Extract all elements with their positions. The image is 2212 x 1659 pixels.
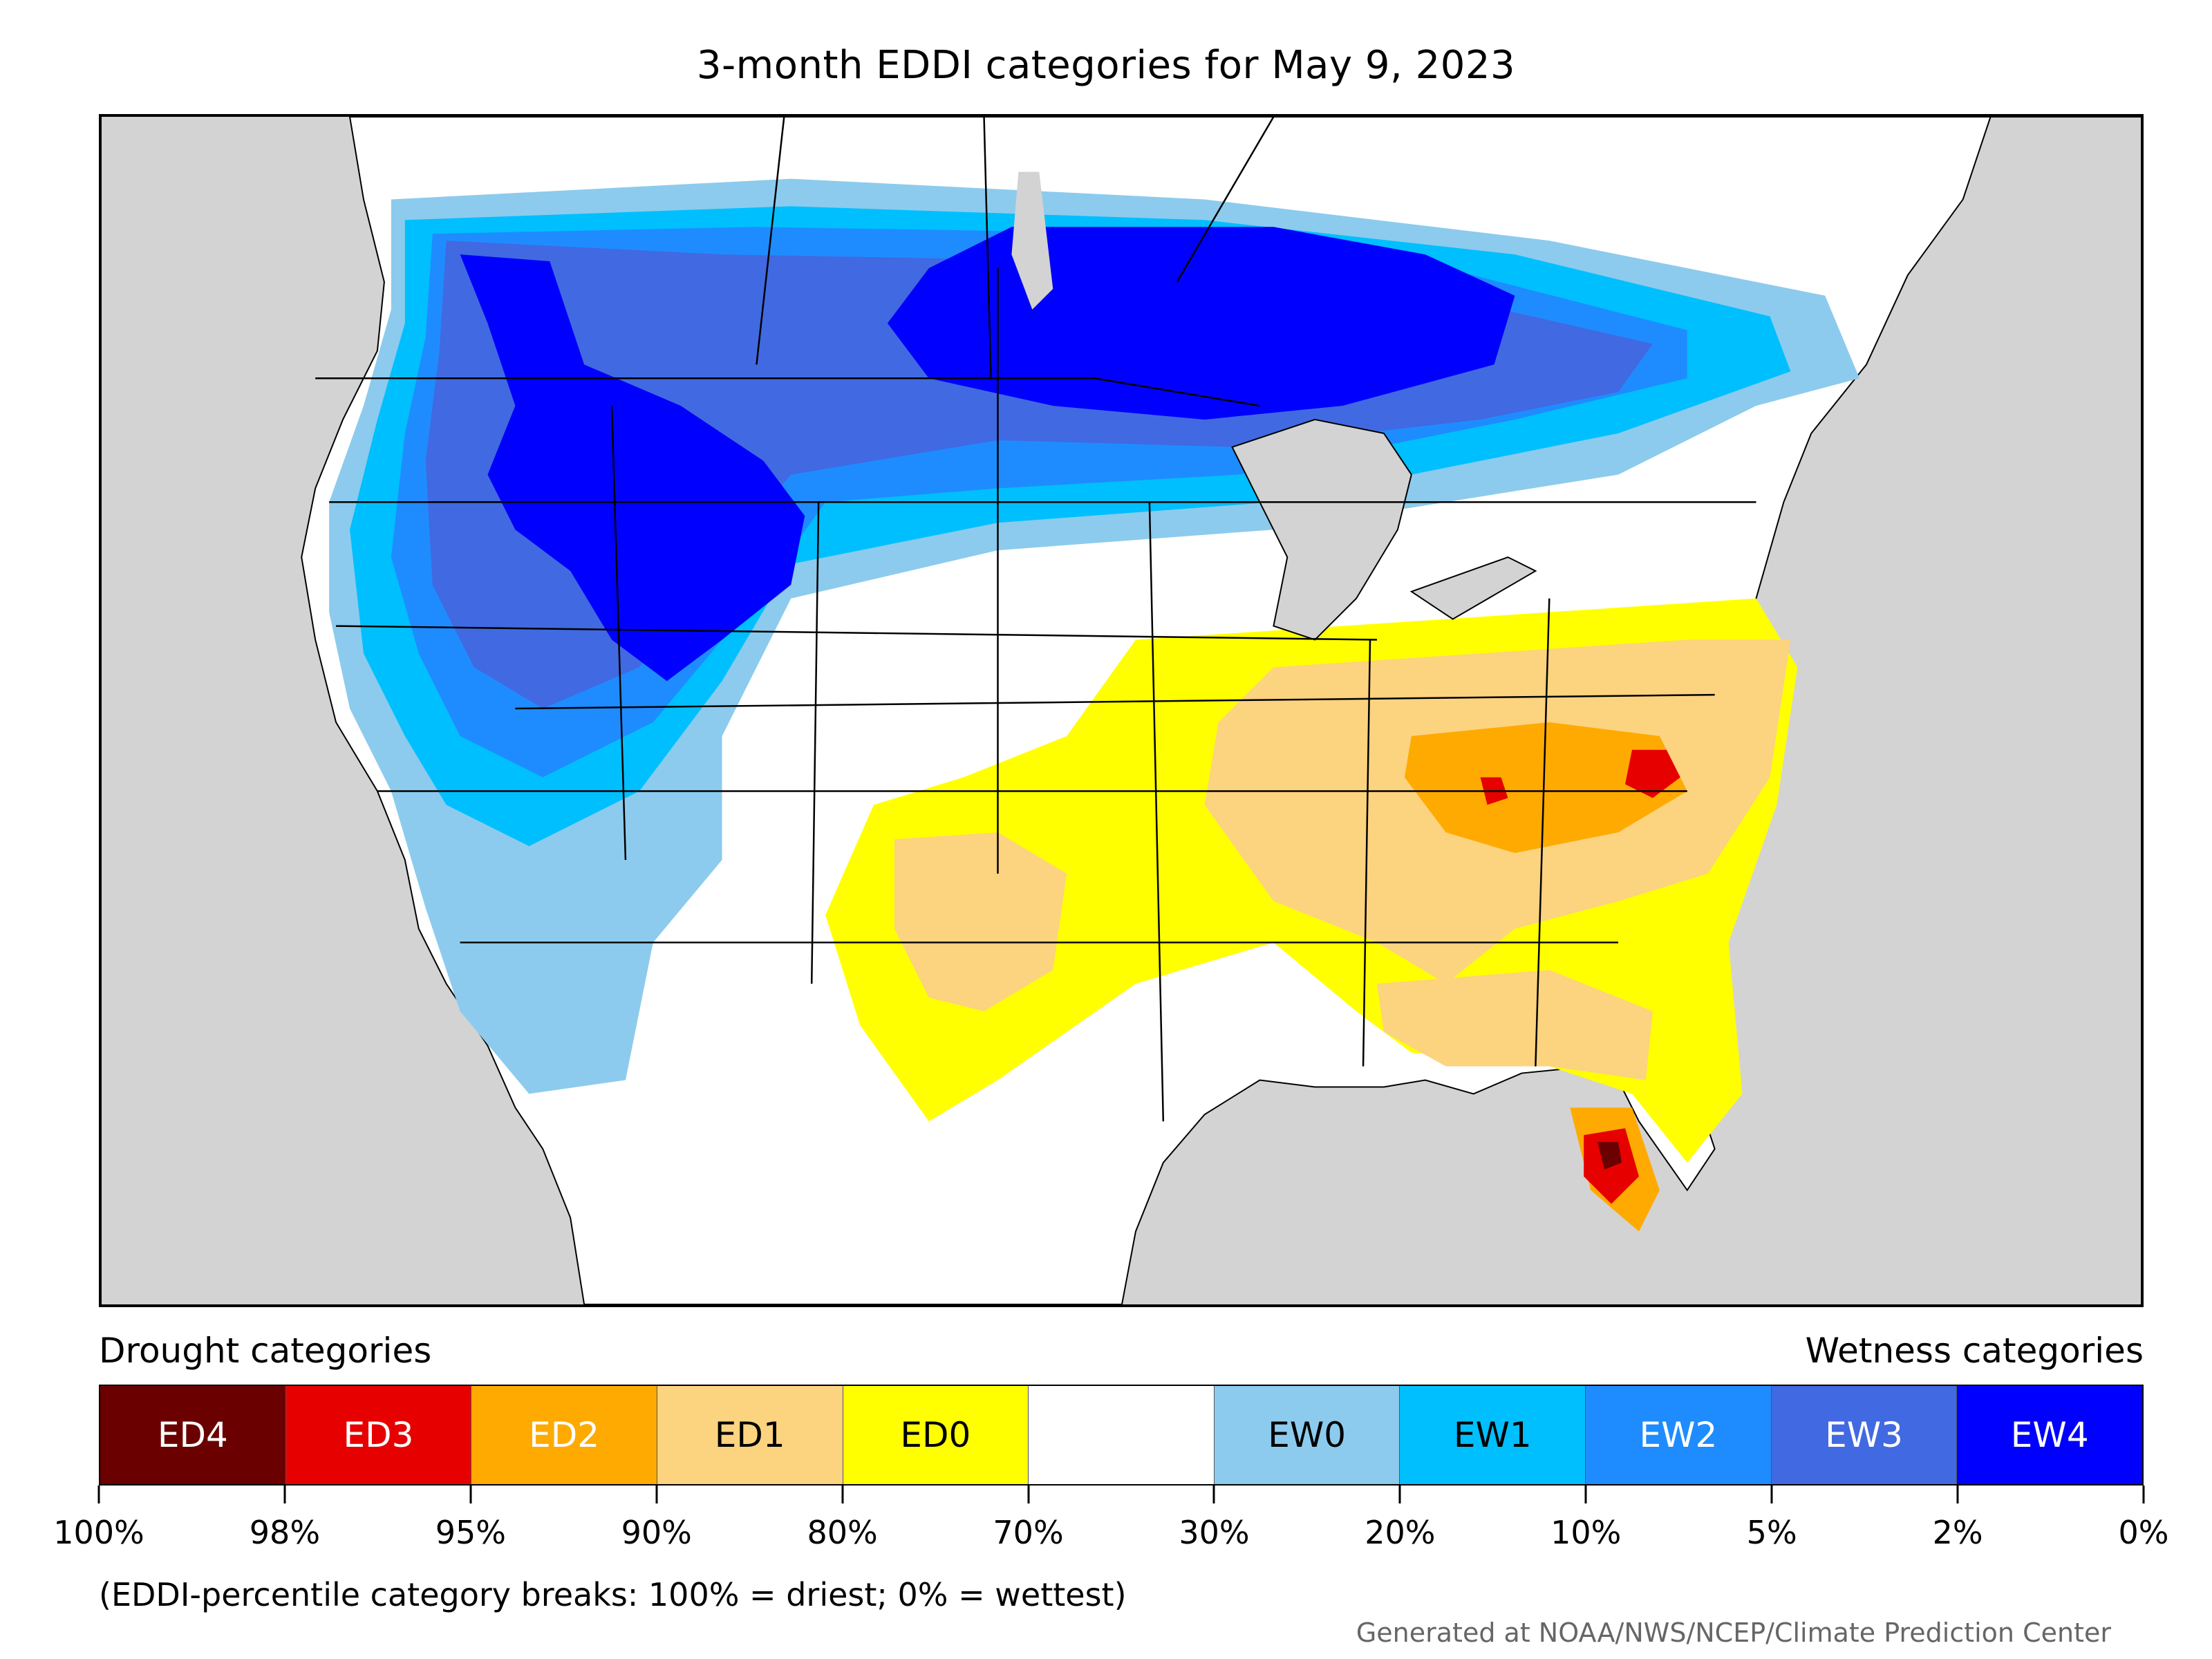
legend-tick: [469, 1485, 472, 1503]
legend-cell-ed2: ED2: [471, 1386, 657, 1484]
map-canvas: [301, 117, 2141, 1304]
legend-tick-label: 20%: [1365, 1514, 1436, 1551]
legend-tick: [1212, 1485, 1215, 1503]
lake-erie: [1409, 556, 1537, 620]
legend-tick-label: 5%: [1746, 1514, 1797, 1551]
legend-cell-ew1: EW1: [1399, 1386, 1586, 1484]
legend-cell-normal: [1028, 1386, 1214, 1484]
legend-tick-label: 80%: [807, 1514, 878, 1551]
legend-cell-ew4: EW4: [1956, 1386, 2143, 1484]
region-ew4: [460, 254, 805, 682]
credit-line: Generated at NOAA/NWS/NCEP/Climate Predi…: [1356, 1618, 2111, 1648]
legend-cell-ew3: EW3: [1770, 1386, 1957, 1484]
legend-tick-label: 10%: [1550, 1514, 1622, 1551]
legend-tick: [1956, 1485, 1959, 1503]
legend-tick-label: 98%: [249, 1514, 321, 1551]
region-ed1-southeast: [1376, 970, 1653, 1080]
legend-tick: [2142, 1485, 2145, 1503]
legend-tick-label: 2%: [1932, 1514, 1983, 1551]
legend-cell-ed3: ED3: [285, 1386, 471, 1484]
region-ed3-va: [1625, 749, 1680, 798]
legend-tick: [1027, 1485, 1030, 1503]
hudson-bay-inlet: [1011, 171, 1053, 310]
legend-tick: [841, 1485, 844, 1503]
legend-tick: [1398, 1485, 1401, 1503]
region-ed4-fl: [1597, 1142, 1622, 1170]
great-lakes: [1231, 418, 1412, 641]
legend-tick: [283, 1485, 286, 1503]
eddi-map: [99, 114, 2144, 1307]
legend-tick-label: 0%: [2118, 1514, 2169, 1551]
legend-cell-ed1: ED1: [656, 1386, 843, 1484]
legend-tick-label: 95%: [435, 1514, 506, 1551]
legend-tick-label: 90%: [621, 1514, 692, 1551]
category-note: (EDDI-percentile category breaks: 100% =…: [99, 1576, 1127, 1613]
region-ed2: [1404, 722, 1687, 854]
legend-tick: [97, 1485, 100, 1503]
wetness-categories-heading: Wetness categories: [1805, 1331, 2144, 1371]
legend-cell-ew0: EW0: [1213, 1386, 1400, 1484]
legend-tick: [1584, 1485, 1587, 1503]
legend-tick-label: 100%: [53, 1514, 144, 1551]
borders: [315, 117, 1756, 1122]
legend-tick-label: 30%: [1179, 1514, 1250, 1551]
legend-cell-ew2: EW2: [1585, 1386, 1771, 1484]
legend-tick: [655, 1485, 658, 1503]
legend-tick: [1770, 1485, 1773, 1503]
map-title: 3-month EDDI categories for May 9, 2023: [696, 43, 1516, 88]
legend-ticks: [97, 1485, 2145, 1506]
legend-cell-ed4: ED4: [100, 1386, 285, 1484]
drought-categories-heading: Drought categories: [99, 1331, 432, 1371]
legend-tick-label: 70%: [993, 1514, 1064, 1551]
region-ed1-south: [894, 832, 1067, 1011]
legend-colorbar: ED4 ED3 ED2 ED1 ED0 EW0 EW1 EW2 EW3 EW4: [99, 1385, 2144, 1485]
legend-cell-ed0: ED0: [842, 1386, 1029, 1484]
